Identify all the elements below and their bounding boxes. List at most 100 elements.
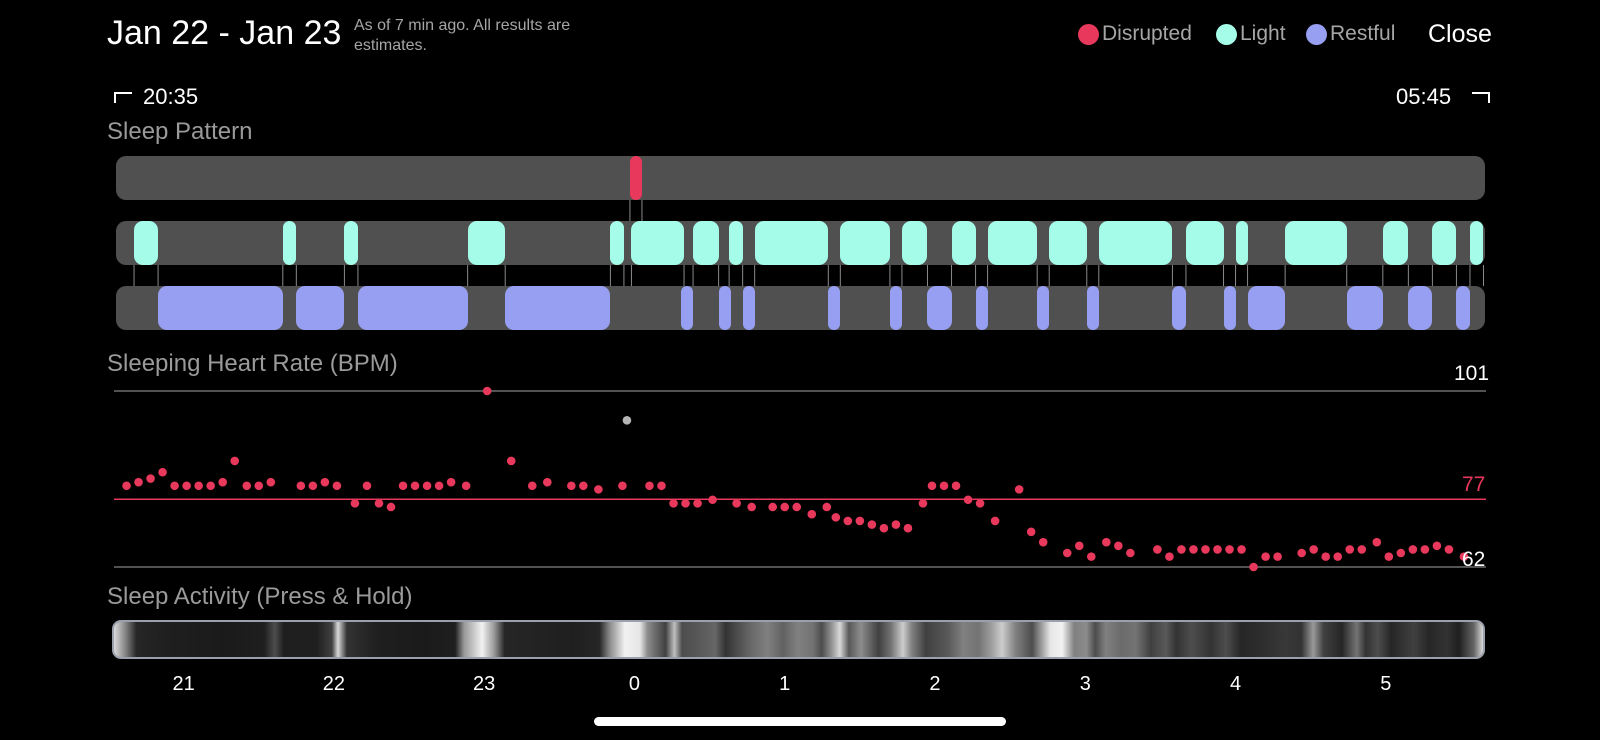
- light-segment: [610, 221, 624, 265]
- hr-point: [780, 502, 790, 512]
- hr-point: [645, 481, 654, 491]
- restful-segment: [889, 286, 902, 330]
- light-segment: [344, 221, 358, 265]
- disrupted-track[interactable]: [116, 156, 1485, 200]
- restful-dot-icon: [1306, 23, 1327, 45]
- light-segment: [729, 221, 743, 265]
- hr-point: [242, 481, 252, 491]
- axis-tick-label: 4: [1229, 673, 1242, 695]
- hr-max-label: 101: [1454, 362, 1490, 385]
- hr-point: [831, 513, 841, 522]
- light-segment: [467, 221, 506, 265]
- hr-point: [1309, 545, 1318, 554]
- hr-point: [867, 520, 877, 529]
- hr-point: [681, 499, 690, 508]
- hr-point: [218, 477, 227, 487]
- hr-point: [1026, 527, 1036, 537]
- light-segment: [693, 221, 719, 265]
- legend-label: Light: [1240, 22, 1286, 45]
- hr-point: [506, 456, 516, 466]
- estimate-note: As of 7 min ago. All results are estimat…: [354, 17, 571, 54]
- light-segment: [631, 221, 685, 265]
- light-segment: [1049, 221, 1087, 265]
- hr-point: [1189, 545, 1198, 554]
- hr-point: [182, 481, 191, 491]
- hr-point: [963, 495, 973, 505]
- range-start-bracket-icon: [114, 92, 132, 103]
- hr-point: [1213, 545, 1222, 554]
- hr-point: [1249, 562, 1258, 572]
- legend-label: Disrupted: [1102, 22, 1192, 45]
- axis-tick-label: 0: [628, 673, 640, 695]
- hr-point: [807, 509, 817, 519]
- legend-light: Light: [1216, 22, 1286, 46]
- restful-segment: [742, 286, 755, 330]
- hr-avg-label: 77: [1462, 473, 1486, 496]
- restful-segment: [296, 286, 345, 330]
- legend-disrupted: Disrupted: [1078, 22, 1192, 46]
- restful-segment: [1037, 286, 1050, 330]
- range-end-bracket-icon: [1472, 92, 1490, 103]
- hr-point: [170, 481, 179, 491]
- light-segment: [1469, 221, 1484, 265]
- sleep-pattern-title: Sleep Pattern: [107, 118, 253, 145]
- hr-point: [1062, 548, 1072, 558]
- hr-point: [1237, 545, 1246, 554]
- hr-point: [843, 516, 853, 526]
- restful-segment: [1456, 286, 1470, 330]
- axis-tick-label: 2: [929, 673, 941, 695]
- hr-point: [374, 499, 384, 508]
- hr-point: [134, 477, 143, 487]
- hr-point: [567, 481, 576, 491]
- hr-point: [594, 485, 603, 494]
- hr-point: [1345, 545, 1355, 554]
- legend-label: Restful: [1330, 22, 1396, 45]
- hr-point: [422, 481, 432, 491]
- light-segment: [754, 221, 829, 265]
- hr-point: [1086, 552, 1096, 561]
- hr-point: [254, 481, 264, 491]
- hr-point: [939, 481, 949, 491]
- hr-point: [1126, 548, 1135, 558]
- hr-point: [482, 386, 492, 396]
- hr-point: [1459, 552, 1469, 561]
- hr-point: [918, 499, 928, 508]
- hr-min-label: 62: [1462, 548, 1486, 571]
- hr-point: [320, 477, 330, 487]
- hr-point: [1357, 545, 1367, 554]
- hr-point: [461, 481, 471, 491]
- hr-point: [927, 481, 937, 491]
- hr-point: [362, 481, 372, 491]
- light-segment: [951, 221, 976, 265]
- hr-point: [1396, 548, 1406, 558]
- light-track[interactable]: [116, 221, 1485, 265]
- hr-point: [434, 481, 444, 491]
- restful-segment: [828, 286, 841, 330]
- hr-point: [542, 477, 552, 487]
- range-start-time: 20:35: [143, 84, 199, 109]
- axis-tick-label: 22: [322, 673, 346, 695]
- hr-point: [693, 499, 702, 508]
- close-button[interactable]: Close: [1428, 20, 1492, 48]
- hr-point: [1261, 552, 1270, 561]
- home-indicator[interactable]: [594, 717, 1006, 726]
- restful-segment: [1172, 286, 1186, 330]
- hr-point: [657, 481, 666, 491]
- hr-point: [1201, 545, 1210, 554]
- light-segment: [1432, 221, 1457, 265]
- axis-tick-label: 21: [172, 673, 195, 695]
- hr-point: [1165, 552, 1174, 561]
- restful-segment: [357, 286, 468, 330]
- sleep-activity-bar[interactable]: [112, 620, 1485, 659]
- light-segment: [901, 221, 928, 265]
- hr-point: [1372, 537, 1382, 547]
- hr-point: [398, 481, 408, 491]
- restful-track[interactable]: [116, 286, 1485, 330]
- hr-point: [1014, 485, 1024, 494]
- restful-segment: [718, 286, 731, 330]
- axis-tick-label: 3: [1079, 673, 1091, 695]
- axis-tick-label: 23: [473, 673, 496, 695]
- light-segment: [1185, 221, 1224, 265]
